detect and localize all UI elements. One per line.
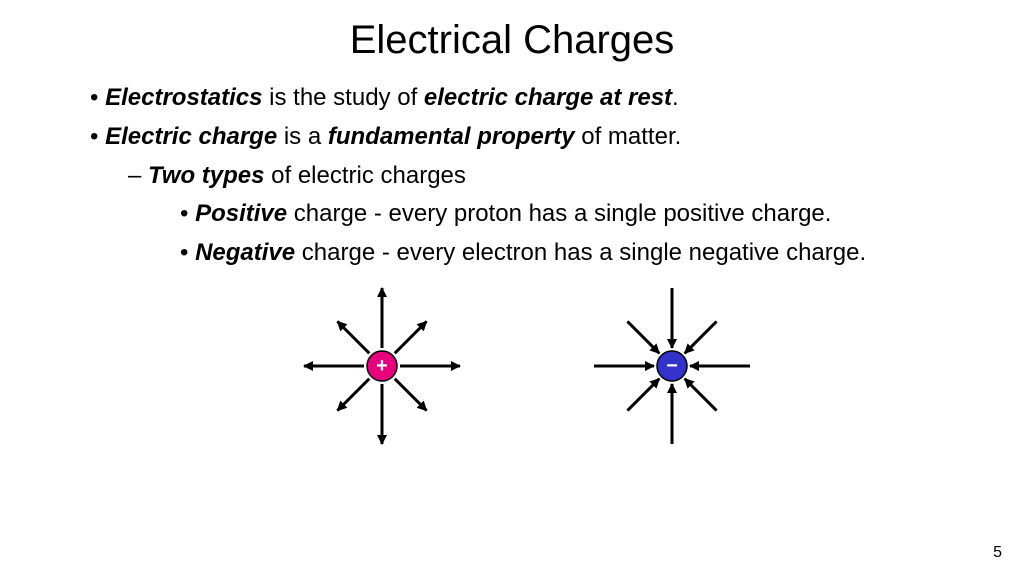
bullet-1-end: .: [672, 84, 679, 111]
bullet-5: Negative charge - every electron has a s…: [180, 236, 964, 271]
bullet-2-term2: fundamental property: [328, 123, 575, 150]
bullet-3-term: Two types: [148, 162, 264, 189]
diagram-row: + −: [90, 281, 964, 451]
bullet-3-rest: of electric charges: [264, 162, 465, 189]
bullet-1-term2: electric charge at rest: [424, 84, 672, 111]
bullet-2-term1: Electric charge: [105, 123, 277, 150]
bullet-2-end: of matter.: [575, 123, 682, 150]
bullet-1-mid: is the study of: [262, 84, 423, 111]
bullet-2: Electric charge is a fundamental propert…: [90, 120, 964, 155]
bullet-1-term1: Electrostatics: [105, 84, 262, 111]
svg-text:−: −: [666, 355, 678, 377]
bullet-5-term: Negative: [195, 239, 295, 266]
slide: Electrical Charges Electrostatics is the…: [0, 0, 1024, 576]
page-number: 5: [993, 544, 1002, 562]
slide-content: Electrostatics is the study of electric …: [0, 63, 1024, 451]
positive-charge-diagram: +: [282, 281, 482, 451]
bullet-2-mid: is a: [277, 123, 328, 150]
svg-text:+: +: [376, 355, 388, 377]
negative-charge-diagram: −: [572, 281, 772, 451]
bullet-4: Positive charge - every proton has a sin…: [180, 197, 964, 232]
bullet-4-term: Positive: [195, 200, 287, 227]
bullet-4-rest: charge - every proton has a single posit…: [287, 200, 831, 227]
bullet-3: Two types of electric charges: [128, 159, 964, 194]
bullet-5-rest: charge - every electron has a single neg…: [295, 239, 866, 266]
bullet-1: Electrostatics is the study of electric …: [90, 81, 964, 116]
slide-title: Electrical Charges: [0, 0, 1024, 63]
